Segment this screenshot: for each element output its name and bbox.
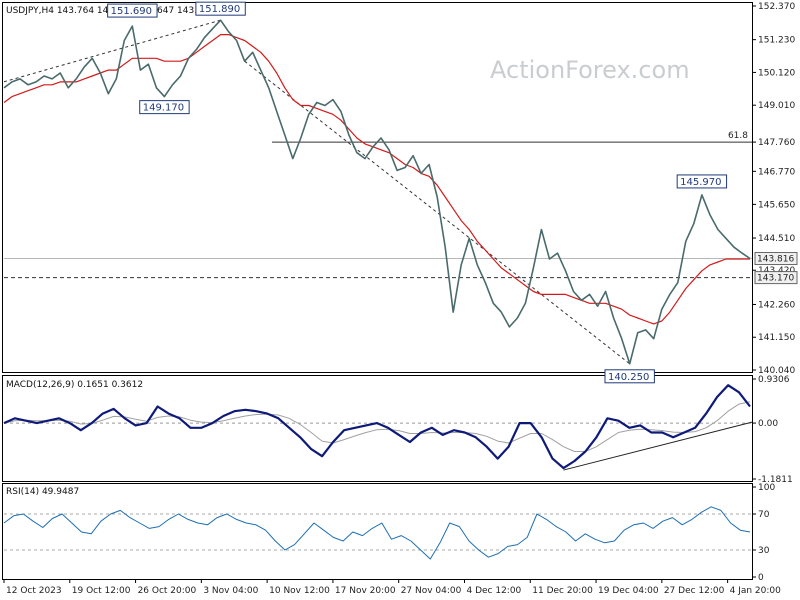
- x-tick-label: 3 Nov 04:00: [203, 586, 258, 596]
- rsi-line: [3, 506, 751, 560]
- price-ytick-label: 149.010: [758, 101, 795, 111]
- rsi-frame: [2, 483, 753, 580]
- x-tick-label: 10 Nov 12:00: [269, 586, 330, 596]
- macd-trend-line: [563, 421, 753, 471]
- x-tick-label: 27 Nov 04:00: [401, 586, 462, 596]
- price-ytick-label: 145.650: [758, 200, 795, 210]
- price-frame: [2, 2, 753, 373]
- rsi-layer: [3, 506, 752, 560]
- descending-trend-line: [244, 60, 630, 365]
- callout-low-2-box: [604, 369, 655, 384]
- macd-frame: [2, 375, 753, 482]
- price-ytick-label: 142.260: [758, 300, 795, 310]
- rsi-ytick-label: 70: [758, 510, 770, 520]
- price-line: [3, 19, 751, 365]
- x-tick-label: 12 Oct 2023: [6, 586, 62, 596]
- watermark: ActionForex.com: [490, 56, 690, 84]
- price-ytick-label: 140.040: [758, 366, 795, 376]
- price-ytick-label: 151.230: [758, 36, 795, 46]
- x-tick-label: 27 Dec 12:00: [664, 586, 725, 596]
- callout-high-2: 151.890: [199, 4, 240, 15]
- upper-trend-line: [3, 19, 221, 83]
- rsi-ytick-label: 30: [758, 546, 770, 556]
- callout-high-3: 145.970: [680, 177, 721, 188]
- macd-ytick-label: 0.00: [758, 419, 778, 429]
- x-tick-label: 19 Dec 04:00: [598, 586, 659, 596]
- macd-signal-line: [3, 401, 751, 452]
- rsi-ytick-label: 100: [758, 483, 775, 493]
- rsi-panel-title: RSI(14) 49.9487: [6, 487, 79, 497]
- price-ytick-label: 152.370: [758, 2, 795, 12]
- support-badge-box: [754, 271, 798, 285]
- x-tick-label: 17 Nov 20:00: [335, 586, 396, 596]
- price-ytick-label: 144.510: [758, 234, 795, 244]
- price-ytick-label: 147.760: [758, 138, 795, 148]
- x-tick-label: 4 Jan 20:00: [730, 586, 782, 596]
- rsi-ytick-label: 0: [758, 573, 764, 583]
- price-ytick-label: 150.120: [758, 68, 795, 78]
- callout-high-3-box: [676, 174, 728, 189]
- macd-ytick-label: -1.1811: [758, 475, 793, 485]
- callout-high-1: 151.690: [111, 6, 152, 17]
- macd-layer: [3, 384, 753, 471]
- callout-low-2: 140.250: [608, 372, 649, 383]
- callout-high-2-box: [195, 1, 246, 16]
- x-tick-label: 26 Oct 20:00: [138, 586, 197, 596]
- price-ytick-label: 146.770: [758, 167, 795, 177]
- price-layer: 61.8 151.690 151.890 149.170 140.250 145.970: [3, 1, 752, 384]
- axis-layer: 152.370 151.230 150.120 149.010 147.760 146.7…: [3, 2, 798, 596]
- callout-low-1: 149.170: [143, 103, 184, 114]
- price-ytick-label: 141.150: [758, 333, 795, 343]
- macd-panel-title: MACD(12,26,9) 0.1651 0.3612: [6, 380, 143, 390]
- x-tick-label: 4 Dec 12:00: [466, 586, 521, 596]
- support-badge: 143.170: [757, 274, 794, 284]
- macd-ytick-label: 0.9306: [758, 375, 790, 385]
- fib-level-label: 61.8: [728, 131, 748, 141]
- x-tick-label: 11 Dec 20:00: [532, 586, 593, 596]
- current-price-badge-box: [754, 252, 798, 266]
- current-price-badge: 143.816: [757, 255, 794, 265]
- callout-low-1-box: [139, 100, 190, 115]
- moving-average-line: [3, 33, 750, 325]
- callout-high-1-box: [107, 3, 158, 18]
- x-tick-label: 19 Oct 12:00: [72, 586, 131, 596]
- panel-frames: [2, 2, 753, 580]
- macd-line: [3, 384, 751, 470]
